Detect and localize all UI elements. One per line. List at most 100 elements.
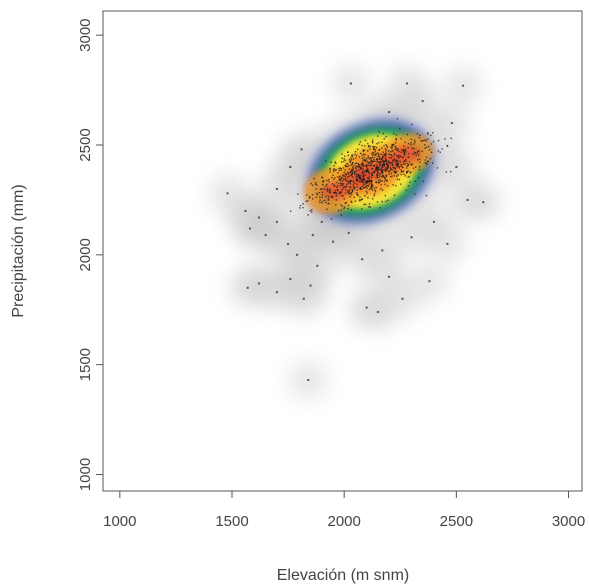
data-point: [352, 184, 355, 186]
data-point: [383, 161, 385, 164]
data-point: [346, 163, 348, 165]
data-point: [347, 204, 350, 207]
data-point: [395, 170, 398, 173]
data-point: [366, 181, 369, 184]
data-point: [381, 172, 384, 175]
data-point: [385, 158, 387, 161]
data-point: [418, 150, 420, 152]
data-point: [376, 166, 378, 168]
data-point: [387, 164, 390, 167]
data-point: [396, 161, 398, 163]
data-point: [362, 164, 365, 166]
data-point: [372, 185, 374, 187]
data-point: [338, 182, 340, 185]
data-point: [385, 162, 388, 165]
data-point: [393, 170, 395, 172]
data-point: [315, 196, 317, 199]
data-point: [367, 150, 369, 152]
data-point: [342, 167, 345, 169]
data-point: [406, 170, 408, 173]
data-point: [341, 153, 343, 155]
data-point: [369, 179, 371, 182]
data-point: [289, 210, 292, 212]
data-point: [361, 163, 363, 165]
data-point: [405, 158, 407, 161]
data-point: [350, 200, 352, 203]
data-point: [325, 160, 327, 162]
data-point: [371, 180, 373, 182]
data-point: [397, 162, 399, 165]
data-point: [378, 141, 380, 144]
data-point: [412, 153, 414, 155]
data-point: [327, 197, 330, 200]
data-point: [337, 189, 339, 192]
outlier-point: [432, 220, 435, 223]
data-point: [418, 168, 421, 171]
data-point: [357, 174, 359, 177]
data-point: [349, 183, 352, 185]
data-point: [366, 167, 369, 170]
data-point: [335, 192, 338, 195]
data-point: [377, 179, 380, 182]
data-point: [339, 179, 341, 182]
data-point: [381, 171, 384, 174]
data-point: [341, 194, 343, 197]
data-point: [353, 182, 356, 184]
data-point: [382, 161, 385, 163]
data-point: [347, 171, 349, 174]
data-point: [361, 144, 363, 147]
data-point: [380, 188, 382, 190]
data-point: [321, 202, 323, 204]
data-point: [409, 171, 411, 174]
data-point: [411, 147, 413, 149]
data-point: [393, 133, 395, 135]
outlier-point: [316, 264, 319, 267]
data-point: [371, 187, 373, 190]
data-point: [384, 160, 386, 163]
data-point: [368, 206, 370, 208]
data-point: [417, 154, 420, 156]
data-point: [297, 193, 299, 195]
data-point: [343, 186, 346, 188]
data-point: [403, 154, 406, 156]
data-point: [394, 171, 396, 173]
data-point: [381, 141, 383, 144]
data-point: [390, 172, 393, 174]
outlier-point: [275, 220, 278, 223]
data-point: [367, 142, 369, 145]
data-point: [340, 182, 342, 184]
data-point: [400, 163, 403, 166]
data-point: [372, 175, 374, 177]
data-point: [341, 176, 343, 179]
data-point: [323, 188, 326, 190]
data-point: [345, 177, 347, 180]
data-point: [387, 150, 390, 152]
data-point: [371, 189, 374, 191]
data-point: [327, 199, 330, 201]
data-point: [370, 186, 372, 188]
x-axis-label: Elevación (m snm): [277, 567, 409, 584]
data-point: [359, 177, 361, 179]
data-point: [319, 196, 321, 199]
data-point: [369, 162, 371, 164]
data-point: [390, 154, 392, 156]
data-point: [379, 179, 381, 181]
data-point: [355, 167, 357, 170]
data-point: [348, 172, 350, 174]
data-point: [381, 180, 383, 182]
data-point: [370, 182, 372, 184]
data-point: [399, 127, 401, 130]
data-point: [369, 148, 371, 150]
data-point: [383, 180, 386, 183]
data-point: [398, 150, 400, 153]
data-point: [353, 196, 356, 199]
data-point: [341, 174, 344, 176]
data-point: [325, 185, 327, 187]
data-point: [378, 155, 380, 157]
data-point: [342, 183, 345, 185]
data-point: [321, 196, 323, 199]
data-point: [402, 170, 405, 172]
data-point: [384, 154, 387, 157]
data-point: [375, 166, 377, 169]
data-point: [343, 178, 346, 180]
